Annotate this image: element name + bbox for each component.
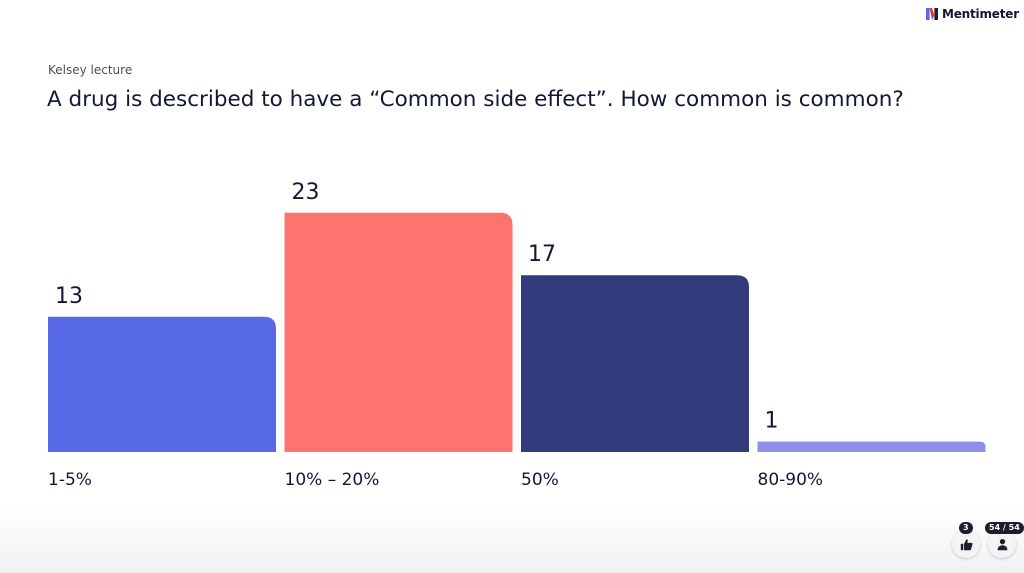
- category-label: 80-90%: [758, 470, 824, 490]
- participants-button[interactable]: [988, 530, 1016, 558]
- bar: [48, 316, 276, 452]
- bar: [521, 275, 749, 452]
- category-label: 10% – 20%: [285, 470, 380, 490]
- presentation-subtitle: Kelsey lecture: [48, 63, 133, 77]
- bar-chart: 13 1-5% 23 10% – 20% 17 50% 1 80-90%: [48, 180, 986, 490]
- bar-value-label: 23: [292, 180, 320, 205]
- reactions-count-badge: 3: [959, 522, 973, 534]
- person-icon: [997, 538, 1007, 550]
- thumbs-up-icon: [960, 538, 972, 550]
- brand-name: Mentimeter: [942, 7, 1019, 21]
- category-label: 50%: [521, 470, 559, 490]
- bar-value-label: 1: [765, 409, 779, 434]
- participants-count-badge: 54 / 54: [985, 522, 1024, 534]
- reactions-button[interactable]: [952, 530, 980, 558]
- bar-value-label: 17: [528, 242, 556, 267]
- bar: [284, 212, 513, 452]
- bar-value-label: 13: [55, 284, 83, 309]
- mentimeter-logo: Mentimeter: [926, 7, 1019, 21]
- bar: [757, 441, 986, 452]
- category-label: 1-5%: [48, 470, 92, 490]
- bottom-fade: [0, 503, 1024, 573]
- question-title: A drug is described to have a “Common si…: [47, 87, 904, 112]
- mentimeter-logo-icon: [926, 8, 938, 20]
